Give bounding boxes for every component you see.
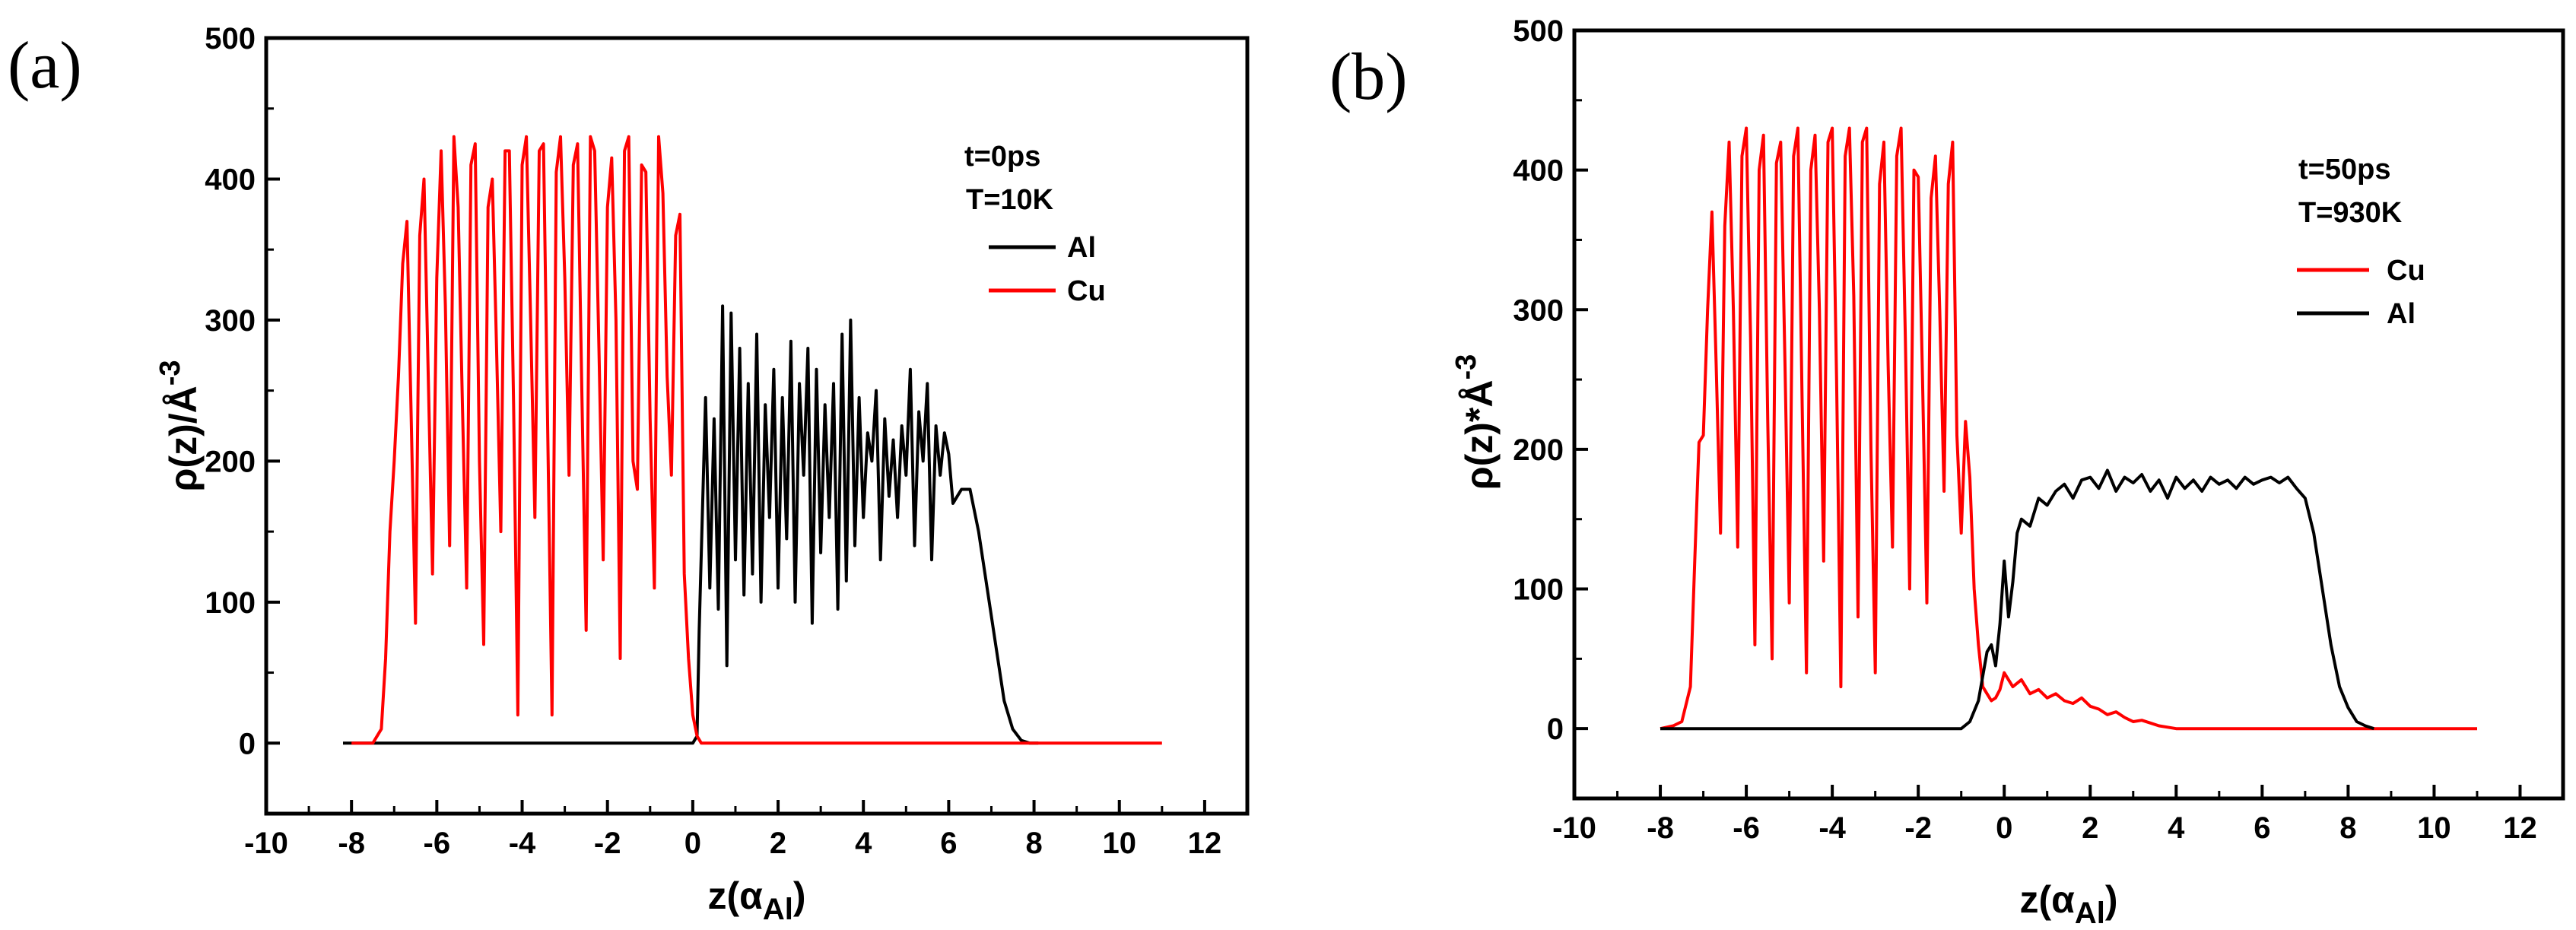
x-tick-label: -6 — [1733, 811, 1760, 845]
x-tick-label: 12 — [1188, 827, 1222, 860]
x-tick-label: 2 — [770, 827, 786, 860]
legend-label-cu-a: Cu — [1067, 275, 1106, 307]
x-tick-label: -4 — [509, 827, 536, 860]
y-tick-labels-b: 0 100 200 300 400 500 — [1513, 14, 1564, 746]
x-tick-label: -10 — [244, 827, 288, 860]
x-tick-label: 8 — [1025, 827, 1042, 860]
plot-frame-b — [1572, 28, 2565, 801]
y-tick-label: 400 — [1513, 154, 1564, 188]
x-tick-label: 0 — [1996, 811, 2012, 845]
y-tick-label: 200 — [1513, 433, 1564, 467]
x-tick-label: -8 — [338, 827, 365, 860]
y-axis-title-unit: Å — [1458, 379, 1501, 407]
chart-panel-b: (b) -10 -8 -6 -4 -2 0 2 4 6 8 10 12 0 100 200 300 400 50… — [1329, 14, 2565, 930]
y-tick-labels-a: 0 100 200 300 400 500 — [205, 22, 256, 760]
panel-label-b: (b) — [1329, 40, 1408, 114]
y-axis-title-unit: Å — [162, 386, 205, 413]
x-tick-labels-a: -10 -8 -6 -4 -2 0 2 4 6 8 10 12 — [244, 827, 1221, 860]
x-axis-title-sub: Al — [763, 893, 793, 926]
y-axis-title-a: ρ(z)/Å-3 — [154, 360, 205, 491]
x-tick-label: 8 — [2339, 811, 2356, 845]
plot-frame-a — [264, 36, 1250, 816]
axis-ticks-b — [1573, 29, 2522, 798]
x-axis-title-close: ) — [2105, 878, 2118, 921]
x-axis-title-a: z(αAl) — [707, 874, 805, 926]
x-tick-label: -8 — [1647, 811, 1674, 845]
x-tick-label: 4 — [2168, 811, 2185, 845]
legend-a: t=0ps T=10K Al Cu — [964, 141, 1106, 307]
legend-b: t=50ps T=930K Cu Al — [2297, 154, 2425, 330]
y-tick-label: 500 — [1513, 14, 1564, 48]
annotation-temp-b: T=930K — [2298, 197, 2403, 229]
x-axis-title-b: z(αAl) — [2019, 878, 2117, 930]
y-axis-title-main: ρ(z)/ — [162, 413, 205, 491]
series-line-al — [1660, 468, 2374, 731]
x-tick-label: 10 — [1102, 827, 1136, 860]
x-tick-label: -6 — [424, 827, 451, 860]
series-line-cu — [1660, 126, 2477, 731]
annotation-temp-a: T=10K — [966, 184, 1054, 216]
y-tick-label: 100 — [205, 586, 256, 620]
x-axis-title-sub: Al — [2075, 897, 2105, 930]
y-tick-label: 300 — [205, 304, 256, 338]
y-axis-title-main: ρ(z)* — [1458, 407, 1501, 490]
axis-ticks-a — [265, 37, 1206, 814]
x-tick-labels-b: -10 -8 -6 -4 -2 0 2 4 6 8 10 12 — [1552, 811, 2537, 845]
series-layer-b — [1660, 126, 2477, 731]
y-tick-label: 400 — [205, 163, 256, 196]
x-tick-label: 2 — [2082, 811, 2098, 845]
y-axis-title-b: ρ(z)*Å-3 — [1450, 354, 1501, 490]
y-axis-title-exp: -3 — [1450, 354, 1482, 380]
x-tick-label: -4 — [1818, 811, 1846, 845]
y-tick-label: 200 — [205, 445, 256, 478]
x-tick-label: 12 — [2503, 811, 2537, 845]
x-tick-label: 6 — [940, 827, 957, 860]
x-tick-label: -10 — [1552, 811, 1596, 845]
x-tick-label: 0 — [684, 827, 701, 860]
series-line-cu — [351, 135, 1162, 745]
y-tick-label: 100 — [1513, 573, 1564, 607]
legend-label-cu-b: Cu — [2387, 255, 2425, 287]
series-line-al — [343, 304, 1039, 745]
annotation-time-b: t=50ps — [2298, 154, 2390, 186]
x-axis-title-close: ) — [793, 874, 806, 917]
annotation-time-a: t=0ps — [964, 141, 1040, 173]
x-tick-label: -2 — [594, 827, 621, 860]
y-tick-label: 300 — [1513, 294, 1564, 327]
x-tick-label: -2 — [1904, 811, 1932, 845]
y-axis-title-exp: -3 — [154, 360, 186, 386]
legend-label-al-b: Al — [2387, 298, 2416, 330]
x-axis-title-main: z(α — [2019, 878, 2075, 921]
series-layer-a — [343, 135, 1162, 745]
y-tick-label: 500 — [205, 22, 256, 56]
x-tick-label: 10 — [2417, 811, 2451, 845]
chart-panel-a: (a) -10 -8 -6 -4 -2 0 2 4 6 8 10 12 0 100 200 300 400 50… — [8, 22, 1250, 926]
x-tick-label: 4 — [855, 827, 872, 860]
legend-label-al-a: Al — [1067, 232, 1096, 264]
panel-label-a: (a) — [8, 29, 82, 103]
y-tick-label: 0 — [1547, 713, 1564, 746]
y-tick-label: 0 — [239, 727, 256, 760]
x-axis-title-main: z(α — [707, 874, 763, 917]
x-tick-label: 6 — [2254, 811, 2270, 845]
